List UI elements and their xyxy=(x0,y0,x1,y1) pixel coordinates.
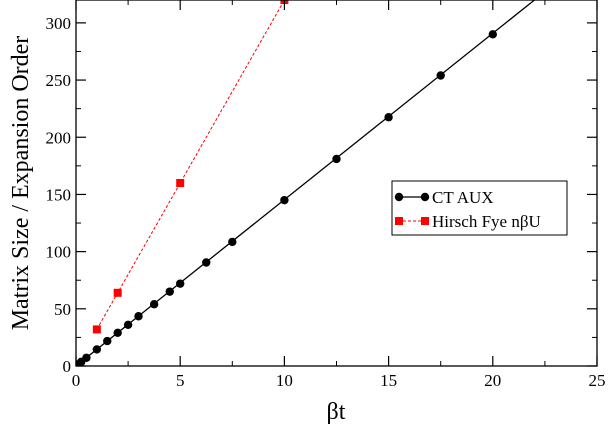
data-point-ct-aux xyxy=(149,300,159,309)
data-point-ct-aux xyxy=(488,30,497,39)
x-tick-label: 10 xyxy=(276,371,293,390)
legend-marker-ct-aux xyxy=(394,192,404,202)
x-tick-label: 15 xyxy=(380,371,397,390)
data-point-ct-aux xyxy=(92,345,102,354)
y-tick-label: 0 xyxy=(63,357,72,376)
data-point-ct-aux xyxy=(176,279,185,288)
data-point-ct-aux xyxy=(202,258,211,267)
legend-marker-hirsch-fye xyxy=(395,217,403,225)
legend-entry-ct-aux: CT AUX xyxy=(394,188,494,207)
data-point-ct-aux xyxy=(134,312,143,321)
y-tick-label: 200 xyxy=(46,128,72,147)
x-axis: 0 5 10 15 20 25 xyxy=(72,0,606,390)
x-tick-label: 5 xyxy=(176,371,185,390)
data-point-ct-aux xyxy=(82,353,91,362)
x-tick-label: 25 xyxy=(589,371,606,390)
data-point-ct-aux xyxy=(228,237,237,247)
y-tick-label: 300 xyxy=(46,14,72,33)
legend: CT AUX Hirsch Fye nβU xyxy=(391,180,568,236)
y-axis: 0 50 100 150 200 250 300 xyxy=(46,14,597,376)
data-point-ct-aux xyxy=(113,328,122,338)
legend-box xyxy=(391,180,568,236)
y-tick-label: 250 xyxy=(46,71,72,90)
data-point-hirsch-fye xyxy=(113,288,122,297)
data-point-ct-aux xyxy=(332,154,341,164)
y-tick-label: 50 xyxy=(54,300,71,319)
legend-entry-hirsch-fye: Hirsch Fye nβU xyxy=(395,212,541,231)
y-tick-label: 150 xyxy=(46,185,72,204)
y-tick-label: 100 xyxy=(46,243,72,262)
data-point-ct-aux xyxy=(165,287,174,296)
data-point-ct-aux xyxy=(436,71,445,80)
x-axis-title: βt xyxy=(327,399,346,424)
data-point-hirsch-fye xyxy=(176,179,185,187)
data-point-ct-aux xyxy=(384,113,393,122)
data-point-hirsch-fye xyxy=(92,325,101,334)
legend-label-ct-aux: CT AUX xyxy=(432,188,494,207)
y-axis-title: Matrix Size / Expansion Order xyxy=(8,36,34,331)
plot-area xyxy=(76,0,535,366)
data-point-ct-aux xyxy=(123,320,133,330)
data-point-ct-aux xyxy=(280,195,289,205)
legend-label-hirsch-fye: Hirsch Fye nβU xyxy=(432,212,541,231)
data-point-ct-aux xyxy=(103,336,112,346)
series-line-hirsch-fye xyxy=(96,0,285,330)
x-tick-label: 20 xyxy=(484,371,501,390)
x-tick-label: 0 xyxy=(72,371,81,390)
